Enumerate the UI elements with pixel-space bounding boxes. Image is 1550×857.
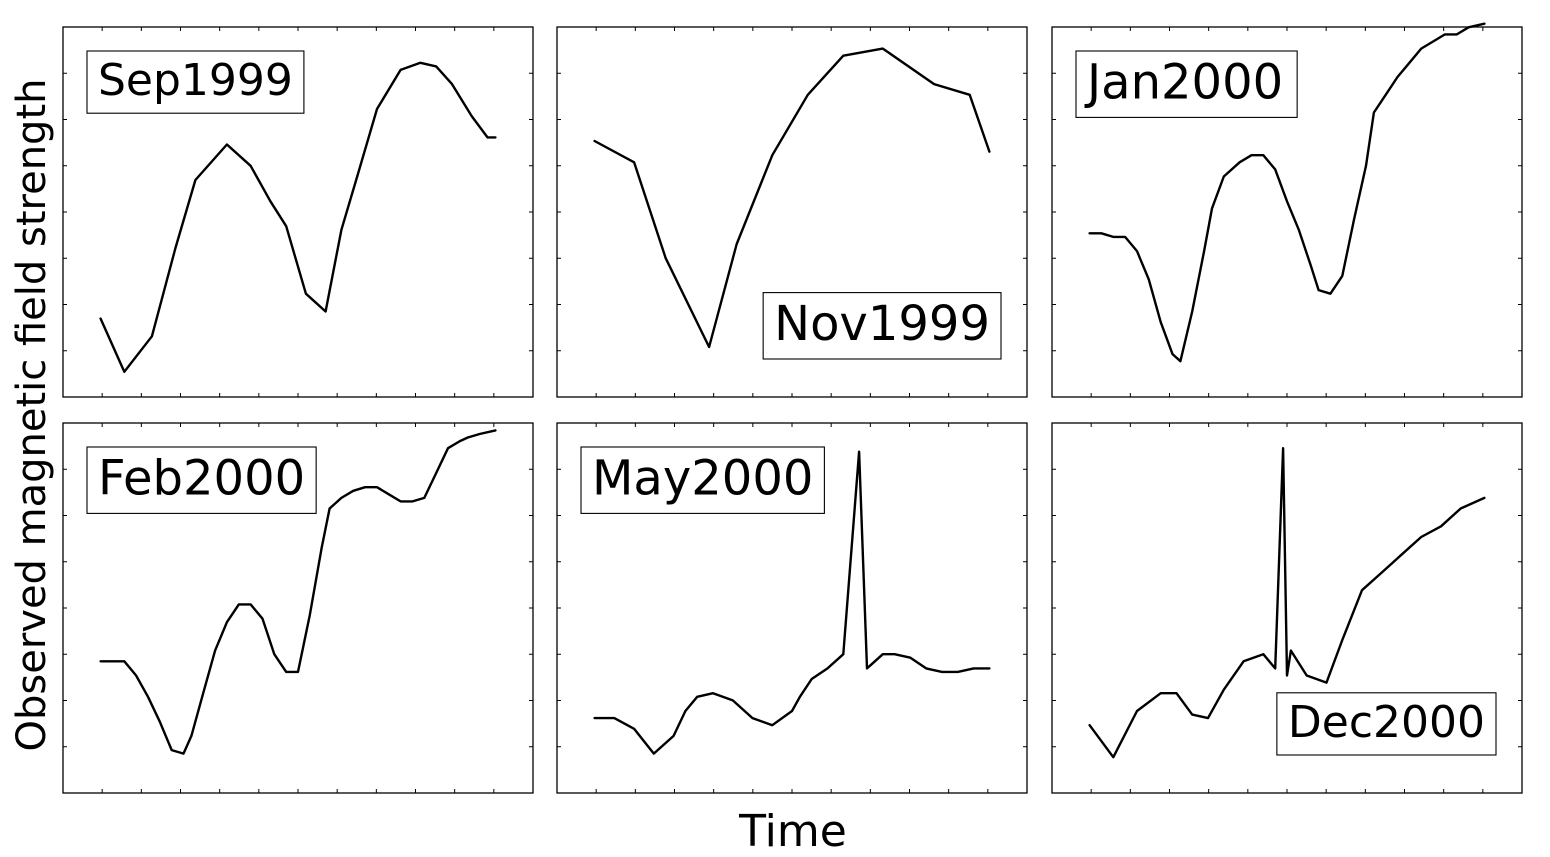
series-line <box>1088 447 1486 759</box>
series-line <box>593 47 991 349</box>
panel-label-box <box>580 446 825 514</box>
panel-label: Sep1999 <box>98 55 293 106</box>
x-axis-label: Time <box>738 806 847 857</box>
series-line <box>99 429 497 755</box>
panel-Dec2000: Dec2000 <box>1051 422 1523 794</box>
panel-grid: Sep1999 Nov1999 Jan2000 Feb2000 May2000 Dec20… <box>62 22 1523 794</box>
panel-label: Feb2000 <box>98 450 305 506</box>
panel-May2000: May2000 <box>556 422 1028 794</box>
panel-label-box <box>1075 50 1298 118</box>
panel-label: May2000 <box>592 450 813 506</box>
panel-Jan2000: Jan2000 <box>1051 22 1523 398</box>
y-axis-label: Observed magnetic field strength <box>9 79 55 752</box>
panel-label-box <box>86 50 305 114</box>
panel-label: Dec2000 <box>1288 697 1485 748</box>
panel-label-box <box>1276 692 1497 756</box>
panel-Nov1999: Nov1999 <box>556 26 1028 398</box>
panel-Feb2000: Feb2000 <box>62 422 534 794</box>
series-line <box>99 61 497 373</box>
panel-Sep1999: Sep1999 <box>62 26 534 398</box>
panel-label-box <box>86 446 317 514</box>
series-line <box>1088 22 1486 363</box>
series-line <box>593 450 991 755</box>
panel-label-box <box>762 292 1002 360</box>
panel-label: Jan2000 <box>1084 54 1283 110</box>
panel-label: Nov1999 <box>774 296 990 352</box>
